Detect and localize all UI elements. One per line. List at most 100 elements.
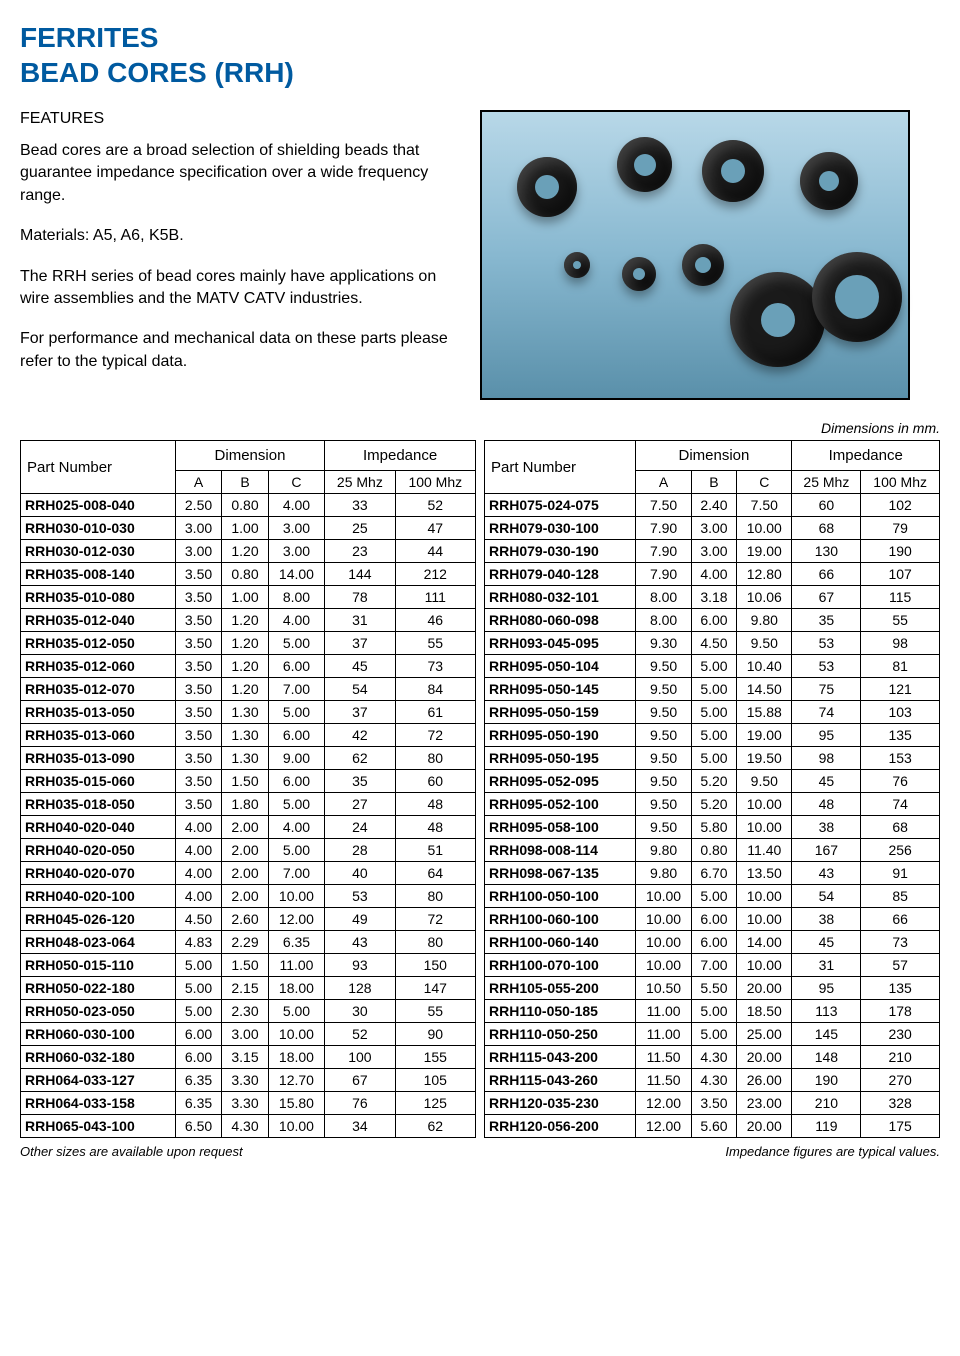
col-part-number: Part Number [485,441,636,494]
cell-dim-b: 6.70 [691,862,736,885]
ferrite-core-icon [622,257,656,291]
table-row: RRH095-050-1909.505.0019.0095135 [485,724,940,747]
cell-dim-b: 3.50 [691,1092,736,1115]
cell-z100: 80 [395,885,475,908]
table-row: RRH050-015-1105.001.5011.0093150 [21,954,476,977]
cell-part-number: RRH035-008-140 [21,563,176,586]
cell-dim-c: 10.00 [268,885,324,908]
table-row: RRH115-043-20011.504.3020.00148210 [485,1046,940,1069]
cell-dim-c: 10.00 [737,908,792,931]
cell-dim-c: 7.00 [268,862,324,885]
table-row: RRH080-032-1018.003.1810.0667115 [485,586,940,609]
cell-dim-b: 1.20 [222,540,268,563]
table-row: RRH100-070-10010.007.0010.003157 [485,954,940,977]
cell-dim-c: 4.00 [268,609,324,632]
cell-dim-b: 6.00 [691,908,736,931]
cell-part-number: RRH064-033-127 [21,1069,176,1092]
cell-z100: 47 [395,517,475,540]
table-row: RRH110-050-18511.005.0018.50113178 [485,1000,940,1023]
cell-dim-b: 2.60 [222,908,268,931]
cell-dim-b: 5.20 [691,770,736,793]
cell-dim-c: 18.50 [737,1000,792,1023]
cell-z25: 35 [325,770,395,793]
cell-dim-a: 9.50 [636,816,691,839]
cell-dim-b: 3.18 [691,586,736,609]
cell-z25: 130 [792,540,861,563]
col-c: C [737,471,792,494]
cell-dim-a: 9.50 [636,701,691,724]
table-row: RRH035-012-0603.501.206.004573 [21,655,476,678]
cell-z25: 190 [792,1069,861,1092]
cell-part-number: RRH040-020-050 [21,839,176,862]
table-row: RRH035-013-0503.501.305.003761 [21,701,476,724]
cell-z100: 48 [395,816,475,839]
cell-dim-a: 9.50 [636,770,691,793]
cell-dim-c: 10.00 [737,816,792,839]
cell-dim-a: 4.50 [175,908,221,931]
cell-part-number: RRH035-018-050 [21,793,176,816]
cell-z100: 135 [861,977,940,1000]
cell-z25: 52 [325,1023,395,1046]
product-image [480,110,910,400]
cell-dim-c: 15.80 [268,1092,324,1115]
cell-z100: 74 [861,793,940,816]
table-row: RRH040-020-0704.002.007.004064 [21,862,476,885]
cell-part-number: RRH110-050-250 [485,1023,636,1046]
cell-dim-a: 7.90 [636,517,691,540]
cell-z25: 37 [325,701,395,724]
dimensions-note: Dimensions in mm. [20,420,940,436]
table-row: RRH075-024-0757.502.407.5060102 [485,494,940,517]
table-row: RRH079-030-1007.903.0010.006879 [485,517,940,540]
cell-dim-c: 4.00 [268,494,324,517]
cell-part-number: RRH095-058-100 [485,816,636,839]
cell-dim-a: 7.90 [636,563,691,586]
cell-dim-a: 6.00 [175,1023,221,1046]
cell-dim-c: 9.80 [737,609,792,632]
cell-dim-a: 8.00 [636,586,691,609]
cell-dim-b: 3.00 [222,1023,268,1046]
cell-z100: 147 [395,977,475,1000]
cell-z100: 84 [395,678,475,701]
cell-dim-a: 5.00 [175,1000,221,1023]
cell-z100: 48 [395,793,475,816]
cell-dim-b: 4.30 [691,1069,736,1092]
cell-dim-c: 6.35 [268,931,324,954]
cell-z25: 25 [325,517,395,540]
cell-z25: 145 [792,1023,861,1046]
cell-dim-b: 3.30 [222,1092,268,1115]
cell-part-number: RRH075-024-075 [485,494,636,517]
cell-dim-a: 6.00 [175,1046,221,1069]
cell-dim-a: 11.50 [636,1046,691,1069]
cell-dim-a: 10.00 [636,931,691,954]
cell-dim-a: 11.00 [636,1023,691,1046]
table-row: RRH098-008-1149.800.8011.40167256 [485,839,940,862]
cell-z25: 167 [792,839,861,862]
cell-dim-c: 12.80 [737,563,792,586]
cell-part-number: RRH120-035-230 [485,1092,636,1115]
cell-part-number: RRH105-055-200 [485,977,636,1000]
cell-z100: 212 [395,563,475,586]
cell-z25: 75 [792,678,861,701]
cell-dim-c: 13.50 [737,862,792,885]
cell-dim-a: 4.00 [175,816,221,839]
cell-part-number: RRH095-050-159 [485,701,636,724]
cell-z25: 35 [792,609,861,632]
cell-z100: 111 [395,586,475,609]
cell-dim-c: 5.00 [268,701,324,724]
cell-z25: 42 [325,724,395,747]
cell-dim-b: 5.80 [691,816,736,839]
cell-dim-c: 20.00 [737,1046,792,1069]
cell-z100: 60 [395,770,475,793]
cell-dim-c: 10.00 [737,517,792,540]
cell-part-number: RRH100-060-140 [485,931,636,954]
table-row: RRH095-050-1459.505.0014.5075121 [485,678,940,701]
cell-z100: 44 [395,540,475,563]
cell-dim-a: 3.50 [175,678,221,701]
col-100mhz: 100 Mhz [395,471,475,494]
cell-z25: 119 [792,1115,861,1138]
cell-dim-a: 9.50 [636,793,691,816]
cell-dim-b: 3.00 [691,517,736,540]
cell-part-number: RRH095-050-190 [485,724,636,747]
cell-dim-c: 25.00 [737,1023,792,1046]
cell-z100: 81 [861,655,940,678]
